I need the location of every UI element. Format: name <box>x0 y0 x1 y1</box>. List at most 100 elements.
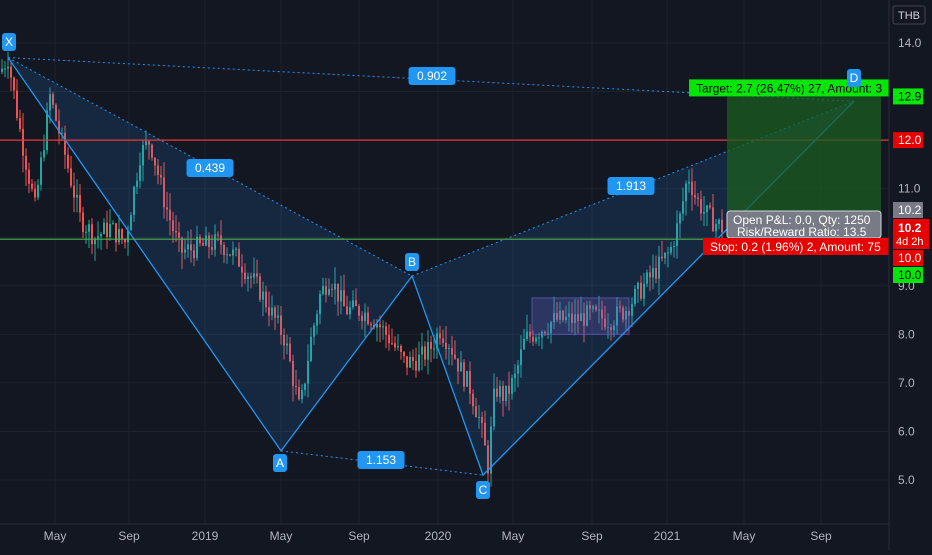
candle-body <box>307 360 309 384</box>
candle-body <box>409 356 411 368</box>
candle-body <box>19 117 21 130</box>
candle-body <box>619 306 621 308</box>
x-tick-label: 2019 <box>192 529 219 543</box>
candle-body <box>673 246 675 248</box>
candle-body <box>367 312 369 325</box>
candle-body <box>154 157 156 166</box>
candle-body <box>265 291 267 308</box>
candle-body <box>523 338 525 350</box>
candle-body <box>577 314 579 322</box>
candle-body <box>136 180 138 187</box>
x-tick-label: May <box>502 529 525 543</box>
pnl-label: Open P&L: 0.0, Qty: 1250 <box>733 213 871 227</box>
candle-body <box>7 66 9 69</box>
last-price-tag-grey-bg <box>893 202 923 218</box>
y-tick-label: 11.0 <box>898 182 921 196</box>
candle-body <box>613 325 615 330</box>
candle-body <box>625 310 627 320</box>
candle-body <box>451 348 453 355</box>
candle-body <box>286 343 288 346</box>
pattern-point-a-bg <box>273 454 287 472</box>
last-price-tag-grey: 10.2 <box>898 203 922 217</box>
currency-badge[interactable] <box>892 5 926 25</box>
candle-body <box>565 316 567 321</box>
candle-body <box>475 406 477 418</box>
ratio-ac-label: 1.153 <box>366 453 396 467</box>
candle-body <box>343 290 345 307</box>
x-tick-label: 2021 <box>654 529 681 543</box>
candle-body <box>685 183 687 202</box>
candle-body <box>46 110 48 151</box>
candle-body <box>43 150 45 158</box>
candle-body <box>655 268 657 279</box>
candle-body <box>232 249 234 256</box>
candle-body <box>607 327 609 329</box>
candle-body <box>430 341 432 349</box>
candle-body <box>637 282 639 289</box>
candle-body <box>283 335 285 346</box>
candle-body <box>640 282 642 299</box>
candle-body <box>112 223 114 225</box>
candle-body <box>697 197 699 199</box>
candle-body <box>346 306 348 315</box>
candle-body <box>211 247 213 250</box>
candle-body <box>220 235 222 245</box>
candle-body <box>295 385 297 388</box>
candle-body <box>118 229 120 243</box>
candle-body <box>664 252 666 259</box>
candle-body <box>199 236 201 244</box>
candle-body <box>238 248 240 267</box>
candle-body <box>601 309 603 319</box>
candle-body <box>181 237 183 253</box>
last-price-tag-red-bg <box>893 219 929 249</box>
x-tick-label: Sep <box>810 529 832 543</box>
target-label-bg <box>689 79 889 97</box>
candle-body <box>646 272 648 284</box>
candle-body <box>142 145 144 166</box>
candle-body <box>403 352 405 357</box>
candle-body <box>658 256 660 279</box>
candle-body <box>715 224 717 232</box>
candle-body <box>460 362 462 372</box>
candle-body <box>517 365 519 374</box>
candle-body <box>337 283 339 302</box>
candle-body <box>610 327 612 330</box>
candle-body <box>262 291 264 300</box>
candle-body <box>718 219 720 225</box>
candle-body <box>574 314 576 323</box>
candle-body <box>58 120 60 134</box>
y-tick-label: 8.0 <box>898 327 915 341</box>
candle-body <box>361 315 363 322</box>
candle-body <box>454 354 456 359</box>
candle-body <box>115 223 117 243</box>
candle-body <box>721 219 723 233</box>
range-box[interactable] <box>531 297 630 335</box>
position-target-zone[interactable] <box>727 96 881 228</box>
candle-body <box>661 256 663 259</box>
candle-body <box>313 325 315 337</box>
candle-body <box>478 416 480 418</box>
candle-body <box>622 307 624 320</box>
candle-body <box>178 232 180 238</box>
candle-body <box>559 310 561 320</box>
candle-body <box>97 236 99 239</box>
candle-body <box>163 177 165 208</box>
candle-body <box>553 312 555 323</box>
candle-body <box>325 286 327 295</box>
ratio-xd-label: 0.902 <box>417 69 447 83</box>
candle-body <box>382 326 384 328</box>
pattern-point-x: X <box>5 35 13 49</box>
candle-body <box>412 356 414 361</box>
candle-body <box>160 175 162 178</box>
candle-body <box>235 248 237 250</box>
candle-body <box>370 324 372 326</box>
candle-body <box>106 222 108 238</box>
candle-body <box>256 273 258 277</box>
candle-body <box>28 169 30 184</box>
currency-label: THB <box>898 10 920 22</box>
x-tick-label: May <box>44 529 67 543</box>
candle-body <box>358 306 360 316</box>
candle-body <box>139 165 141 181</box>
